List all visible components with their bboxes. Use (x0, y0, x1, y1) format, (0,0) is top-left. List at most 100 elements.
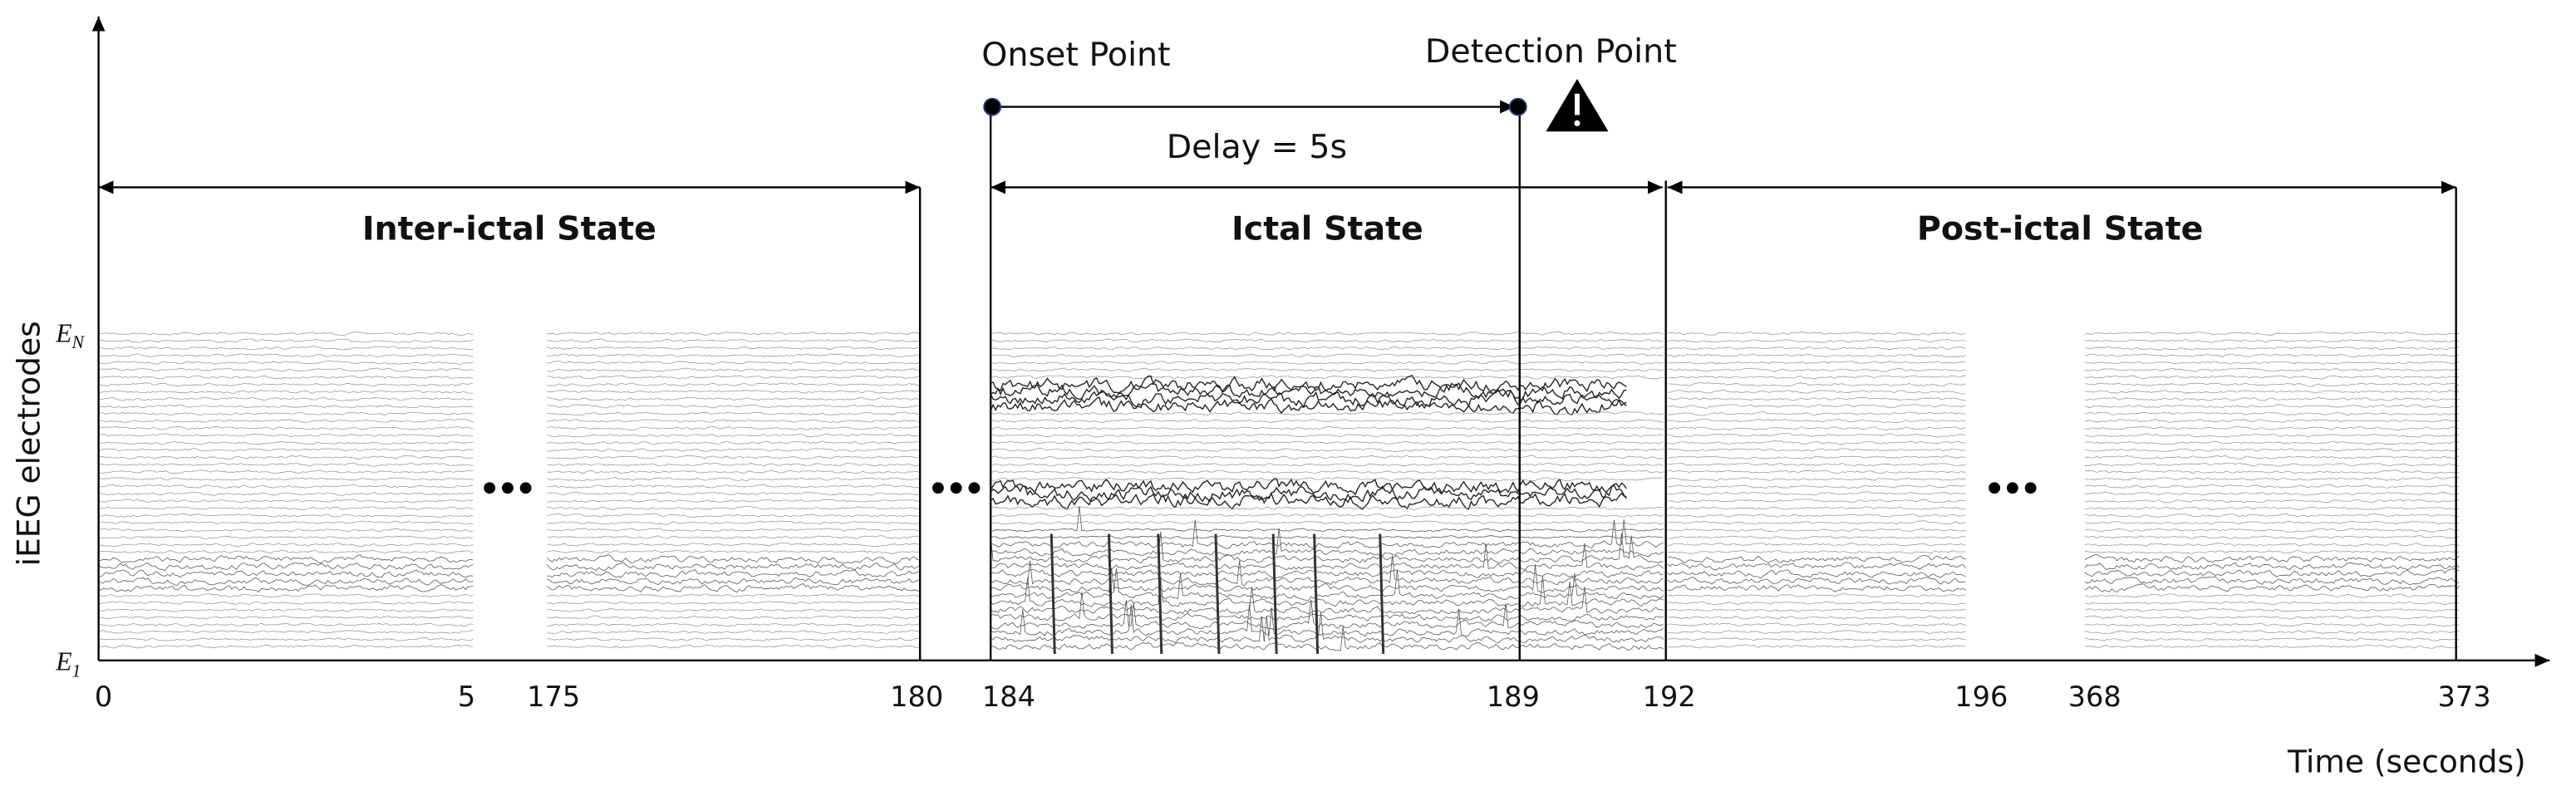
eeg-trace (2084, 593, 2460, 598)
state-label: Ictal State (1231, 210, 1423, 248)
eeg-trace (1667, 506, 1966, 510)
eeg-trace (2084, 583, 2460, 593)
eeg-trace (2084, 346, 2460, 351)
eeg-trace (98, 499, 474, 504)
eeg-trace (547, 419, 920, 423)
eeg-trace (98, 520, 474, 525)
eeg-trace (547, 469, 920, 474)
eeg-trace (547, 338, 920, 343)
eeg-trace (547, 382, 920, 386)
eeg-trace (2084, 562, 2460, 571)
eeg-trace (2084, 332, 2460, 336)
eeg-trace (990, 531, 1664, 564)
eeg-trace (547, 484, 920, 489)
eeg-trace (98, 636, 474, 641)
eeg-trace (991, 520, 1664, 525)
eeg-trace (547, 513, 920, 518)
eeg-trace (547, 543, 920, 548)
eeg-trace (2084, 543, 2460, 547)
eeg-trace (98, 608, 474, 612)
eeg-trace (991, 477, 1664, 482)
eeg-trace (1667, 426, 1966, 431)
eeg-trace (98, 513, 474, 518)
eeg-trace (1667, 491, 1966, 496)
eeg-trace (98, 569, 474, 578)
eeg-trace (98, 601, 474, 605)
eeg-trace (547, 462, 920, 467)
eeg-trace (98, 455, 474, 460)
eeg-trace (98, 425, 474, 430)
eeg-trace (98, 549, 474, 554)
eeg-trace (98, 506, 474, 510)
eeg-trace (1667, 477, 1966, 481)
eeg-trace (1667, 419, 1966, 423)
eeg-trace (547, 608, 920, 612)
eeg-trace (990, 568, 1664, 601)
eeg-trace (98, 433, 474, 437)
eeg-trace (1667, 469, 1966, 474)
eeg-trace (1667, 462, 1966, 467)
eeg-trace (991, 447, 1664, 452)
x-tick-label: 180 (890, 681, 943, 713)
eeg-trace (547, 448, 920, 452)
eeg-trace (991, 462, 1664, 467)
eeg-trace (1667, 554, 1966, 563)
eeg-trace (1667, 484, 1966, 489)
eeg-trace (547, 622, 920, 627)
eeg-trace (547, 583, 920, 593)
eeg-trace (991, 626, 1664, 651)
eeg-trace (1667, 622, 1966, 626)
eeg-trace (1667, 543, 1966, 547)
eeg-trace (2084, 448, 2460, 452)
eeg-trace (98, 382, 474, 387)
eeg-trace (547, 630, 920, 635)
eeg-trace (547, 601, 920, 605)
onset-dot (983, 97, 1002, 116)
eeg-trace (1667, 448, 1966, 452)
eeg-trace (1667, 389, 1966, 395)
eeg-trace (2084, 553, 2460, 563)
detection-label: Detection Point (1425, 32, 1677, 71)
eeg-trace (1667, 601, 1966, 606)
ellipsis (1989, 482, 2037, 494)
eeg-trace (1667, 577, 1966, 585)
spike (1271, 533, 1278, 654)
eeg-trace (2084, 513, 2460, 518)
eeg-trace (990, 555, 1664, 587)
electrode-top: EN (55, 318, 85, 352)
x-tick-label: 192 (1643, 681, 1696, 713)
eeg-trace (98, 616, 474, 620)
eeg-trace (1667, 513, 1966, 518)
eeg-trace (98, 411, 474, 416)
eeg-trace (2084, 601, 2460, 606)
warning-icon (1546, 78, 1609, 132)
eeg-trace (991, 599, 1664, 631)
eeg-trace (547, 477, 920, 482)
eeg-trace (1667, 535, 1966, 540)
eeg-trace (547, 396, 920, 401)
eeg-trace (991, 353, 1664, 358)
eeg-trace (1667, 549, 1966, 554)
eeg-trace (547, 361, 920, 365)
eeg-trace (991, 411, 1664, 416)
eeg-trace (990, 528, 1664, 558)
eeg-trace (1667, 528, 1966, 533)
detection-dot (1508, 97, 1527, 116)
eeg-trace (991, 419, 1664, 423)
eeg-trace (547, 332, 920, 336)
eeg-trace (98, 360, 474, 365)
x-tick-label: 175 (527, 681, 580, 713)
eeg-trace (1667, 404, 1966, 409)
eeg-trace (547, 577, 920, 586)
eeg-trace (1667, 332, 1966, 336)
eeg-trace (2084, 455, 2460, 459)
eeg-trace (98, 535, 474, 540)
eeg-panel (990, 331, 1664, 654)
eeg-trace (1667, 338, 1966, 343)
eeg-traces (98, 331, 2460, 654)
eeg-trace (2084, 390, 2460, 394)
eeg-trace (547, 433, 920, 438)
eeg-trace (1667, 375, 1966, 380)
eeg-trace (991, 535, 1664, 540)
eeg-trace (2084, 469, 2460, 474)
